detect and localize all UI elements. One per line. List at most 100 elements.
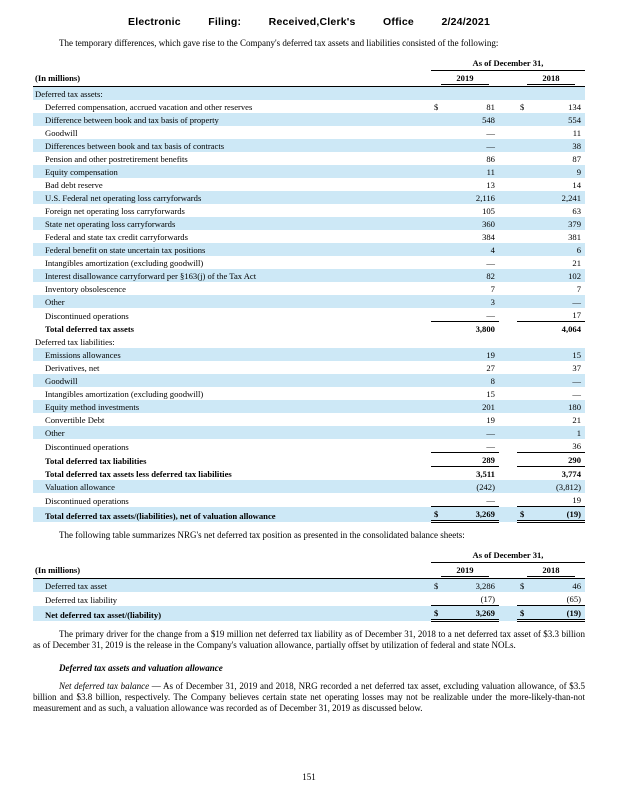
table-cell: — [486, 441, 495, 451]
table-cell: 3,774 [532, 466, 585, 480]
table-cell: 87 [572, 154, 581, 164]
table-cell: Other [45, 297, 65, 307]
table-cell: 4,064 [532, 321, 585, 335]
table-cell: 2,116 [475, 193, 495, 203]
table-cell [499, 606, 517, 621]
table-cell [499, 579, 517, 593]
table-cell [499, 308, 517, 322]
table-cell [33, 548, 431, 563]
table-cell [431, 439, 447, 453]
table-cell: (242) [476, 482, 495, 492]
table-cell [499, 592, 517, 606]
table-cell [431, 152, 447, 165]
table-row: Deferred tax asset $3,286 $46 [33, 578, 585, 593]
table-cell: (65) [566, 594, 581, 604]
table-row: Bad debt reserve 13 14 [33, 178, 585, 191]
table-cell: 36 [572, 441, 581, 451]
table-cell [499, 191, 517, 204]
table-cell [499, 256, 517, 269]
table-cell: Derivatives, net [45, 363, 100, 373]
table-cell: $ [433, 581, 439, 591]
table-cell [499, 243, 517, 256]
table-cell: As of December 31, [430, 548, 585, 563]
table-cell [499, 126, 517, 139]
table-row: Total deferred tax assets less deferred … [33, 466, 585, 480]
table-cell [431, 387, 447, 400]
table-cell: 81 [486, 102, 495, 112]
table-cell [431, 113, 447, 126]
table-cell: 105 [482, 206, 495, 216]
table-cell [499, 387, 517, 400]
table-cell: 3 [490, 297, 495, 307]
table-cell [516, 321, 533, 335]
table-cell: $ [519, 102, 525, 112]
table-cell: Total deferred tax assets/(liabilities),… [45, 510, 276, 521]
table-cell [533, 87, 585, 101]
table-cell [33, 56, 431, 71]
year-column-header: 2018 [527, 73, 575, 85]
table-cell [517, 335, 533, 348]
table-cell: 180 [568, 402, 581, 412]
table-cell [499, 335, 517, 348]
table-cell [499, 230, 517, 243]
table-cell: $ [519, 581, 525, 591]
table-cell: Total deferred tax liabilities [45, 455, 147, 466]
table-cell: 19 [486, 350, 495, 360]
table-cell [498, 70, 517, 87]
table-cell [499, 361, 517, 374]
table-cell [431, 308, 447, 322]
table-cell: 27 [486, 363, 495, 373]
table-cell: 7 [576, 284, 581, 294]
table-cell: Federal and state tax credit carryforwar… [45, 232, 188, 242]
table-row: Total deferred tax assets 3,800 4,064 [33, 321, 585, 336]
table-cell [517, 256, 533, 269]
table-cell: 290 [532, 452, 585, 467]
table-row: Total deferred tax liabilities 289 290 [33, 452, 585, 467]
table-cell: Equity method investments [45, 402, 140, 412]
table-row: Discontinued operations — 36 [33, 439, 585, 453]
table-cell [517, 204, 533, 217]
table-cell: 1 [576, 428, 581, 438]
deferred-tax-table-container: As of December 31, (In millions) 2019 2018 D… [33, 56, 585, 523]
table-cell [499, 139, 517, 152]
table-cell: 360 [482, 219, 495, 229]
year-column-header: 2019 [441, 565, 489, 577]
table-cell [499, 113, 517, 126]
table-cell: 134 [568, 102, 581, 112]
section-subheading: Deferred tax assets and valuation allowa… [59, 663, 223, 673]
table-row: State net operating loss carryforwards 36… [33, 217, 585, 230]
table-cell [533, 335, 585, 348]
table-cell [431, 282, 447, 295]
table-cell [499, 507, 517, 522]
table-cell [431, 178, 447, 191]
stamp-segment: Office [383, 16, 414, 28]
table-cell: Discontinued operations [45, 310, 129, 321]
table-cell: 2,241 [561, 193, 581, 203]
table-row: Deferred tax assets: [33, 86, 585, 101]
table-cell [499, 152, 517, 165]
table-cell [499, 439, 517, 453]
intro-paragraph: The temporary differences, which gave ri… [59, 38, 499, 48]
table-cell [516, 452, 533, 467]
table-cell [517, 165, 533, 178]
table-cell: Deferred tax liabilities: [35, 337, 115, 347]
table-cell [517, 413, 533, 426]
table-cell: 21 [572, 415, 581, 425]
table-row: Discontinued operations — 19 [33, 493, 585, 507]
table-cell [499, 413, 517, 426]
table-row: Valuation allowance (242) (3,812) [33, 480, 585, 493]
table-cell: 14 [572, 180, 581, 190]
table-cell [431, 493, 447, 507]
table-cell: Deferred tax asset [45, 581, 108, 591]
table-cell [517, 308, 533, 322]
table-cell [517, 295, 533, 308]
table-cell [431, 139, 447, 152]
table-cell: Goodwill [45, 128, 78, 138]
table-cell [499, 322, 517, 336]
table-cell: 13 [486, 180, 495, 190]
table-cell [499, 269, 517, 282]
table-cell [517, 480, 533, 493]
page-number: 151 [302, 772, 316, 782]
net-balance-lead: Net deferred tax balance [59, 681, 150, 691]
table-cell: State net operating loss carryforwards [45, 219, 176, 229]
